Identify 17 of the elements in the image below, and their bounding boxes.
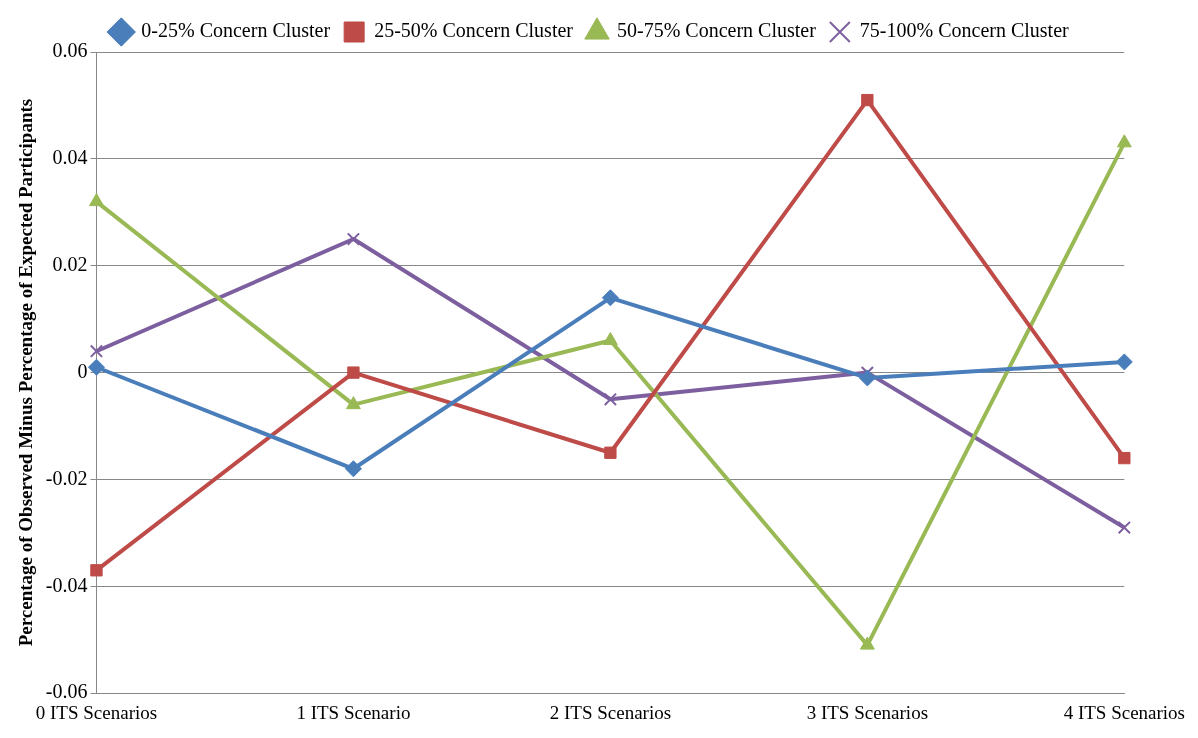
x-tick-label: 4 ITS Scenarios [1063, 701, 1185, 723]
y-tick-label: 0.04 [52, 146, 88, 169]
legend-label: 0-25% Concern Cluster [141, 19, 331, 42]
legend-label: 50-75% Concern Cluster [617, 19, 817, 42]
x-tick-label: 0 ITS Scenarios [35, 701, 158, 723]
y-tick-label: -0.02 [45, 466, 88, 489]
y-tick-label: 0.02 [52, 252, 88, 275]
x-tick-label: 3 ITS Scenarios [806, 701, 929, 723]
legend-label: 25-50% Concern Cluster [374, 19, 574, 42]
legend-label: 75-100% Concern Cluster [859, 19, 1070, 42]
y-tick-label: -0.04 [45, 573, 88, 596]
y-axis-title: Percentage of Observed Minus Percentage of Expected Participants [15, 98, 37, 647]
y-tick-label: 0 [77, 359, 88, 382]
x-tick-label: 2 ITS Scenarios [549, 701, 672, 723]
y-tick-label: -0.06 [45, 680, 88, 703]
x-tick-label: 1 ITS Scenario [296, 701, 411, 723]
y-tick-label: 0.06 [52, 39, 88, 62]
